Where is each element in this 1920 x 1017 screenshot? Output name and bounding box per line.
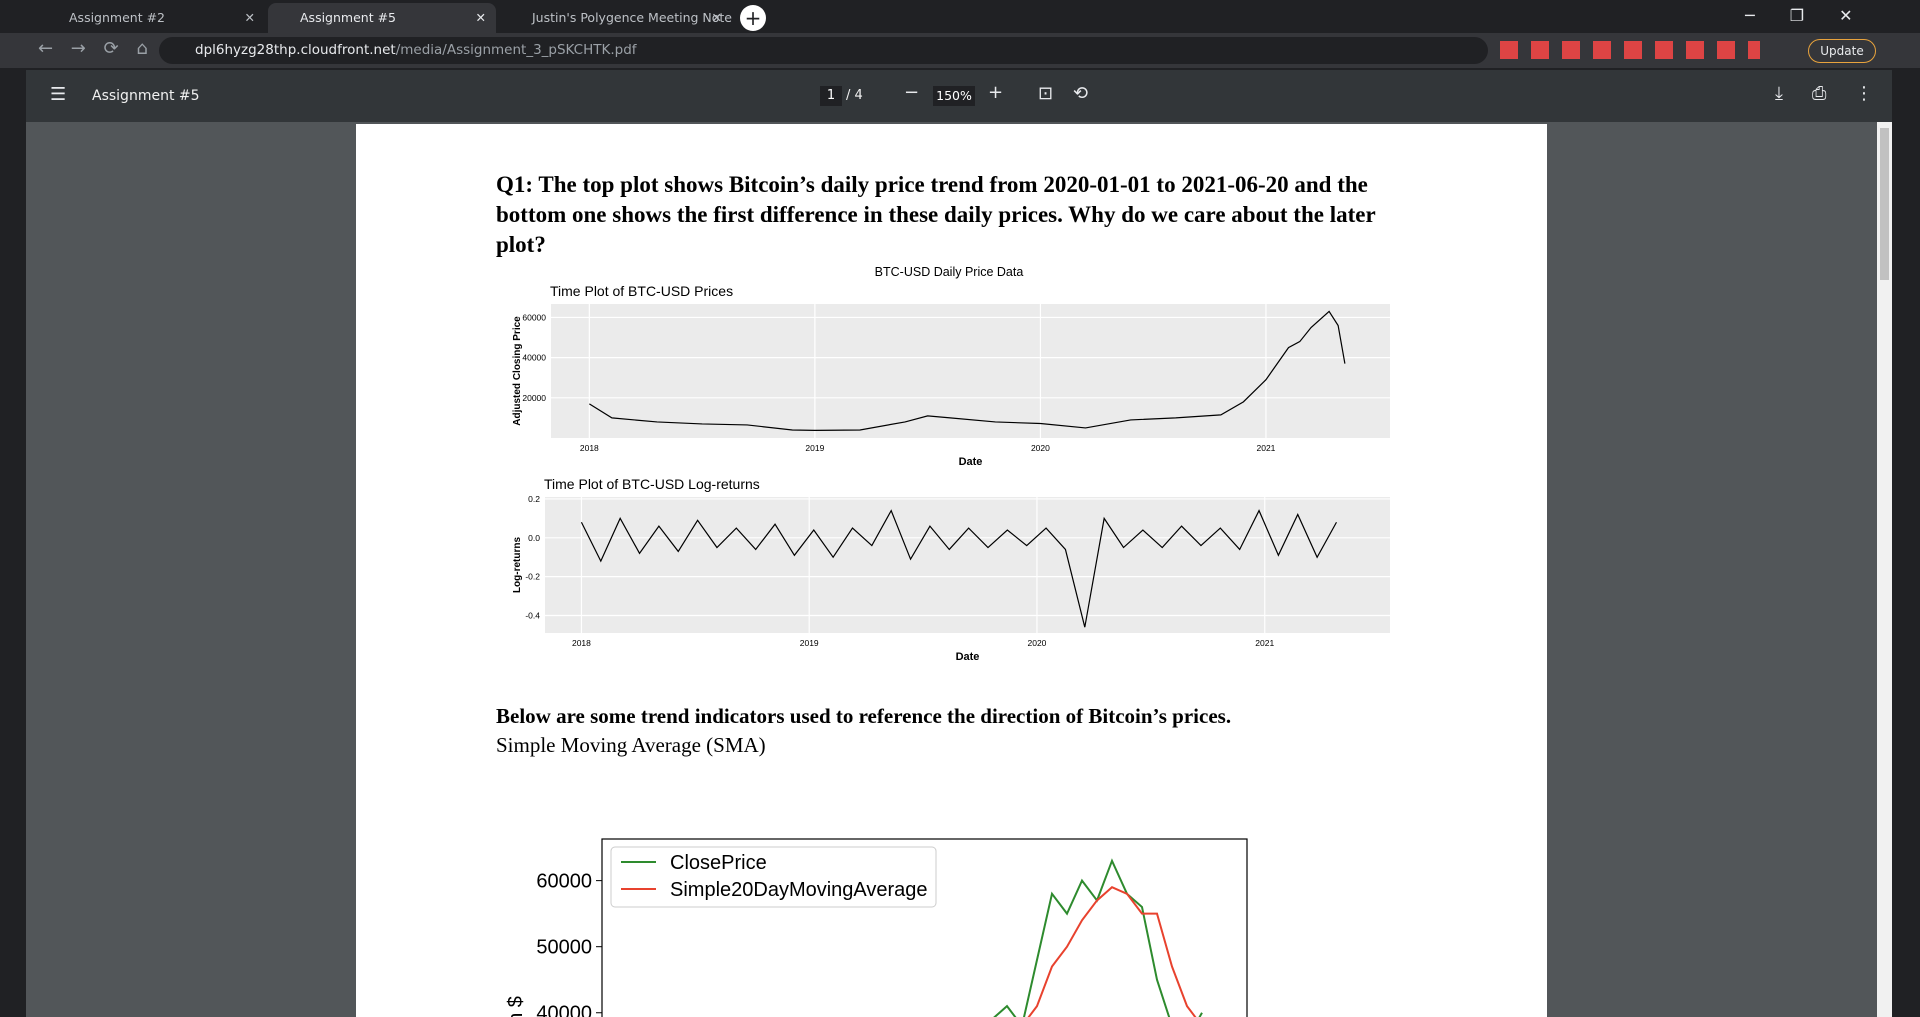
axes-frame bbox=[601, 838, 1248, 1017]
print-button[interactable]: ⎙ bbox=[1812, 83, 1827, 104]
panel-title: Time Plot of BTC-USD Log-returns bbox=[544, 476, 760, 492]
x-tick-label: 2019 bbox=[805, 443, 824, 453]
x-tick-label: 2021 bbox=[1256, 443, 1275, 453]
section-text: Below are some trend indicators used to … bbox=[496, 704, 1232, 728]
extensions[interactable] bbox=[1500, 41, 1760, 59]
legend bbox=[610, 846, 937, 908]
data-line bbox=[993, 858, 1203, 1017]
url-path: /media/Assignment_3_pSKCHTK.pdf bbox=[395, 42, 637, 58]
tab[interactable]: Assignment #5 ✕ bbox=[268, 3, 496, 33]
x-label: Date bbox=[959, 456, 983, 468]
download-button[interactable]: ⤓ bbox=[1775, 83, 1783, 104]
rotate-button[interactable]: ⟲ bbox=[1073, 83, 1089, 104]
y-tick-label: -0.4 bbox=[525, 611, 540, 621]
tab[interactable]: Justin's Polygence Meeting Note ✕ bbox=[532, 10, 732, 25]
y-label: n $ bbox=[505, 996, 527, 1017]
window-controls[interactable]: ─ ❐ ✕ bbox=[1745, 6, 1853, 25]
y-tick-label: 40000 bbox=[536, 1003, 592, 1017]
more-button[interactable]: ⋮ bbox=[1855, 83, 1873, 104]
tab-title: Assignment #2 bbox=[69, 10, 165, 25]
y-tick-label: 0.0 bbox=[528, 533, 540, 543]
zoom-input[interactable]: 150% bbox=[933, 86, 975, 106]
y-tick-label: 40000 bbox=[522, 353, 546, 363]
data-line bbox=[580, 509, 1338, 628]
x-label: Date bbox=[956, 651, 980, 663]
y-tick-label: 0.2 bbox=[528, 494, 540, 504]
zoom-in[interactable]: + bbox=[988, 82, 1004, 103]
x-tick-label: 2019 bbox=[800, 638, 819, 648]
data-line bbox=[589, 310, 1346, 431]
figure-title: BTC-USD Daily Price Data bbox=[875, 265, 1024, 279]
new-tab[interactable]: + bbox=[740, 5, 766, 31]
x-tick-label: 2018 bbox=[572, 638, 591, 648]
tab-title: Assignment #5 bbox=[300, 10, 396, 25]
page-count: / 4 bbox=[846, 88, 863, 103]
y-tick-label: 60000 bbox=[522, 312, 546, 322]
url-host: dpl6hyzg28thp.cloudfront.net bbox=[195, 42, 396, 58]
zoom-out[interactable]: − bbox=[904, 82, 920, 103]
subheading: Simple Moving Average (SMA) bbox=[496, 733, 766, 757]
x-tick-label: 2020 bbox=[1031, 443, 1050, 453]
y-tick-label: 50000 bbox=[536, 937, 592, 959]
doc-title: Assignment #5 bbox=[92, 88, 200, 104]
omnibox[interactable] bbox=[159, 37, 1488, 64]
tab[interactable]: Assignment #2 ✕ bbox=[69, 10, 255, 25]
y-label: Adjusted Closing Price bbox=[512, 316, 523, 426]
x-tick-label: 2018 bbox=[580, 443, 599, 453]
y-tick-label: 60000 bbox=[536, 871, 592, 893]
y-label: Log-returns bbox=[512, 537, 523, 594]
panel-bg bbox=[545, 497, 1390, 633]
update-button[interactable]: Update bbox=[1808, 39, 1876, 63]
y-tick-label: 20000 bbox=[522, 393, 546, 403]
data-line bbox=[1027, 886, 1197, 1017]
legend-label: Simple20DayMovingAverage bbox=[670, 879, 928, 901]
y-tick-label: -0.2 bbox=[525, 572, 540, 582]
tab-title: Justin's Polygence Meeting Note bbox=[532, 10, 732, 25]
scrollbar[interactable] bbox=[1877, 122, 1892, 1017]
panel-title: Time Plot of BTC-USD Prices bbox=[550, 283, 733, 299]
legend-label: ClosePrice bbox=[670, 852, 767, 874]
nav-buttons[interactable]: ← → ⟳ ⌂ bbox=[38, 38, 148, 59]
x-tick-label: 2021 bbox=[1255, 638, 1274, 648]
menu-icon[interactable]: ☰ bbox=[50, 84, 67, 105]
fit-button[interactable]: ⊡ bbox=[1038, 83, 1054, 104]
page-input[interactable]: 1 bbox=[820, 86, 842, 106]
panel-bg bbox=[551, 304, 1390, 438]
url[interactable]: dpl6hyzg28thp.cloudfront.net/media/Assig… bbox=[195, 42, 637, 58]
x-tick-label: 2020 bbox=[1028, 638, 1047, 648]
question: Q1: The top plot shows Bitcoin’s daily p… bbox=[496, 172, 1376, 257]
